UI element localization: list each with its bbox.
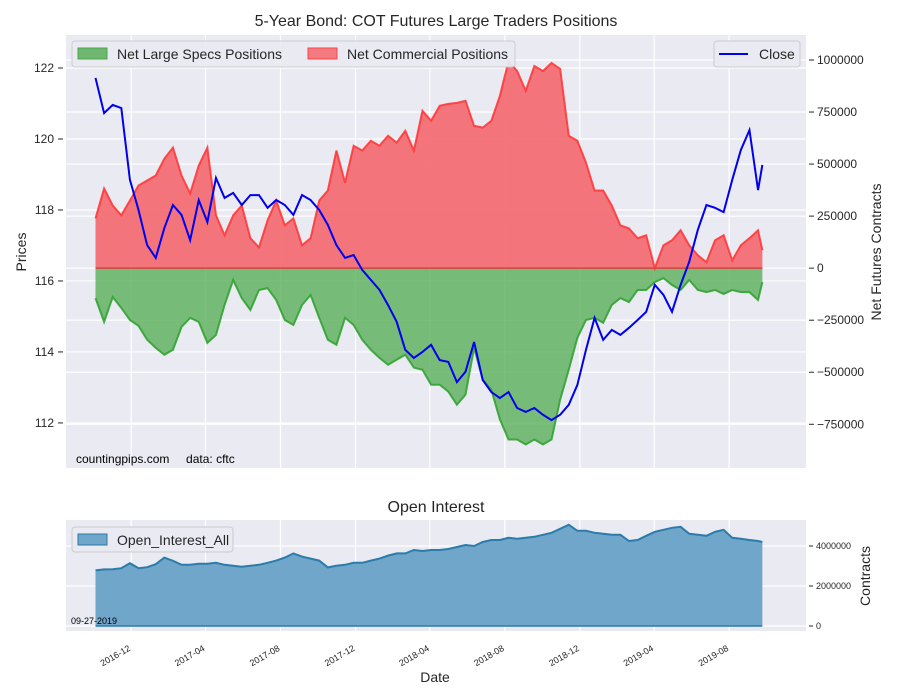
main-chart-title: 5-Year Bond: COT Futures Large Traders P…	[255, 13, 618, 30]
oi-area	[95, 523, 763, 627]
x-tick-label: 2017-08	[248, 643, 282, 668]
right-axis-label: Net Futures Contracts	[868, 184, 884, 321]
oi-tick-label: 4000000	[816, 541, 851, 551]
x-tick-label: 2018-04	[397, 643, 431, 668]
x-tick-label: 2016-12	[99, 643, 133, 668]
left-axis-label: Prices	[13, 233, 29, 272]
right-tick-label: 1000000	[817, 53, 864, 67]
x-tick-label: 2017-04	[173, 643, 207, 668]
x-tick-label: 2019-04	[622, 643, 656, 668]
legend-label-oi: Open_Interest_All	[117, 532, 229, 548]
right-axis-ticks: −750000 −500000 −250000 0 250000 500000 750000…	[809, 53, 864, 431]
legend-label-specs: Net Large Specs Positions	[117, 46, 282, 62]
oi-tick-label: 0	[816, 621, 821, 631]
legend-label-commercial: Net Commercial Positions	[347, 46, 508, 62]
right-tick-label: −750000	[817, 417, 864, 431]
date-annotation: 09-27-2019	[71, 616, 117, 626]
right-tick-label: −250000	[817, 313, 864, 327]
x-axis-label: Date	[420, 669, 450, 685]
right-tick-label: 250000	[817, 209, 857, 223]
left-tick-label: 120	[34, 132, 54, 146]
commercial-area	[95, 61, 763, 269]
main-panel: 112 114 116 118 120 122 −750000 −500000 −250000…	[13, 13, 884, 468]
right-tick-label: 500000	[817, 157, 857, 171]
x-tick-label: 2017-12	[323, 643, 357, 668]
oi-chart-title: Open Interest	[388, 499, 486, 516]
specs-area	[95, 268, 763, 445]
legend-box	[71, 40, 516, 68]
x-tick-label: 2019-08	[697, 643, 731, 668]
left-tick-label: 118	[35, 203, 54, 217]
x-axis-ticks: 2016-12 2017-04 2017-08 2017-12 2018-04 2018-…	[99, 643, 731, 668]
left-tick-label: 114	[35, 345, 54, 359]
left-axis-ticks: 112 114 116 118 120 122	[34, 61, 63, 430]
oi-axis-ticks: 0 2000000 4000000	[809, 541, 851, 631]
x-tick-label: 2018-08	[472, 643, 506, 668]
legend-box	[71, 526, 234, 553]
legend-swatch-oi	[77, 533, 108, 546]
oi-axis-label: Contracts	[857, 546, 873, 606]
left-tick-label: 116	[35, 274, 54, 288]
oi-area-fill	[95, 524, 763, 626]
x-tick-label: 2018-12	[547, 643, 581, 668]
legend-close: Close	[713, 40, 801, 68]
source-annotation: countingpips.com data: cftc	[76, 452, 235, 466]
legend-label-close: Close	[759, 46, 795, 62]
legend-positions: Net Large Specs Positions Net Commercial…	[71, 40, 516, 68]
main-lines	[94, 61, 764, 445]
right-tick-label: 0	[817, 261, 824, 275]
legend-swatch-commercial	[307, 47, 338, 60]
right-tick-label: 750000	[817, 105, 857, 119]
right-tick-label: −500000	[817, 365, 864, 379]
oi-tick-label: 2000000	[816, 581, 851, 591]
left-tick-label: 122	[34, 61, 54, 75]
left-tick-label: 112	[35, 416, 54, 430]
legend-box	[713, 40, 801, 68]
legend-oi: Open_Interest_All	[71, 526, 234, 553]
legend-swatch-specs	[77, 47, 108, 60]
